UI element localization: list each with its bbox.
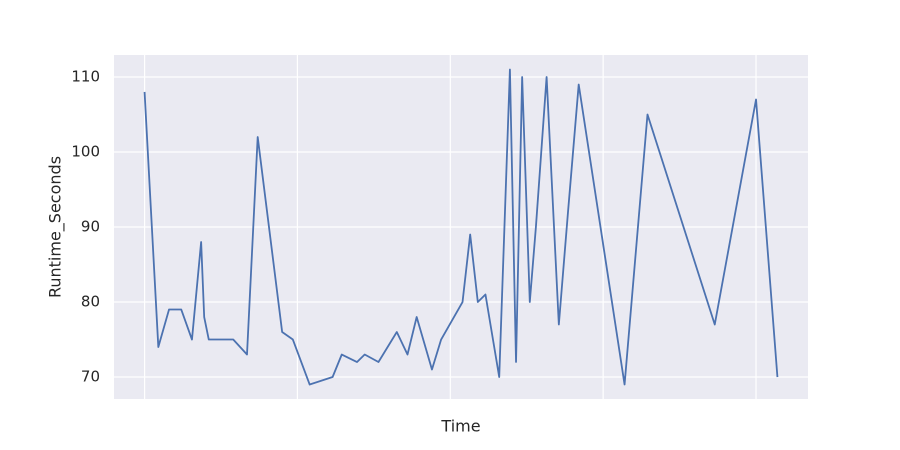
y-tick-label: 100	[71, 142, 100, 160]
y-tick-label: 110	[71, 67, 100, 85]
y-tick-label: 70	[81, 368, 100, 386]
x-axis-label: Time	[440, 417, 480, 436]
data-line	[143, 68, 779, 386]
y-tick-label: 90	[81, 218, 100, 236]
y-tick-label: 80	[81, 293, 100, 311]
y-axis-label: Runtime_Seconds	[46, 156, 66, 298]
